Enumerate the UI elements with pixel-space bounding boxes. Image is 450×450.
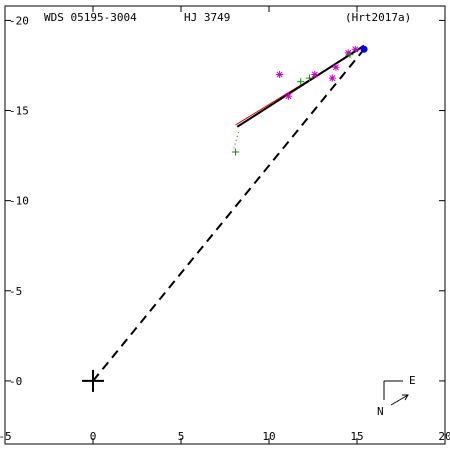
asterisk-point bbox=[351, 45, 359, 53]
compass-motion-arrow bbox=[390, 394, 409, 406]
orbit-arc bbox=[236, 44, 365, 128]
asterisk-stroke bbox=[329, 75, 336, 82]
x-tick-label: 15 bbox=[350, 430, 363, 443]
asterisk-point bbox=[284, 92, 292, 100]
plus-point bbox=[346, 51, 354, 59]
plus-point bbox=[297, 78, 305, 86]
residual-line bbox=[233, 130, 240, 149]
y-tick-label: -20 bbox=[9, 14, 29, 27]
asterisk-stroke bbox=[285, 93, 292, 100]
asterisk-point bbox=[276, 70, 284, 78]
current-position-point bbox=[360, 45, 368, 53]
orbit-lines bbox=[92, 44, 365, 382]
name-label: HJ 3749 bbox=[184, 11, 230, 24]
asterisk-point bbox=[328, 74, 336, 82]
asterisk-point bbox=[344, 49, 352, 57]
asterisk-stroke bbox=[276, 71, 283, 78]
plus-point bbox=[232, 148, 240, 156]
plus-point bbox=[305, 74, 313, 82]
y-tick-label: -5 bbox=[9, 285, 22, 298]
x-tick-label: 0 bbox=[90, 430, 97, 443]
asterisk-stroke bbox=[332, 64, 339, 71]
y-tick-label: -10 bbox=[9, 195, 29, 208]
compass-east-label: E bbox=[409, 374, 416, 387]
asterisk-point bbox=[332, 63, 340, 71]
ref-label: (Hrt2017a) bbox=[345, 11, 411, 24]
axis-ticks bbox=[4, 6, 446, 444]
line-of-nodes bbox=[92, 48, 365, 382]
wds-label: WDS 05195-3004 bbox=[44, 11, 137, 24]
plot-frame bbox=[4, 5, 446, 445]
compass-arrowhead-icon bbox=[402, 394, 409, 401]
asterisk-stroke bbox=[311, 71, 318, 78]
y-tick-label: -0 bbox=[9, 375, 22, 388]
axis-tick-labels: -5 0 5 10 15 20 -0 -5 -10 -15 -20 bbox=[0, 14, 450, 443]
x-tick-label: 20 bbox=[438, 430, 450, 443]
asterisk-stroke bbox=[345, 49, 352, 56]
compass-north-label: N bbox=[377, 405, 384, 418]
plot-border bbox=[4, 5, 446, 445]
x-tick-label: 10 bbox=[262, 430, 275, 443]
asterisk-point bbox=[311, 70, 319, 78]
y-tick-label: -15 bbox=[9, 105, 29, 118]
x-tick-label: -5 bbox=[0, 430, 12, 443]
compass: N E bbox=[377, 374, 416, 418]
asterisk-stroke bbox=[352, 46, 359, 53]
observation-points bbox=[82, 45, 368, 392]
x-tick-label: 5 bbox=[178, 430, 185, 443]
